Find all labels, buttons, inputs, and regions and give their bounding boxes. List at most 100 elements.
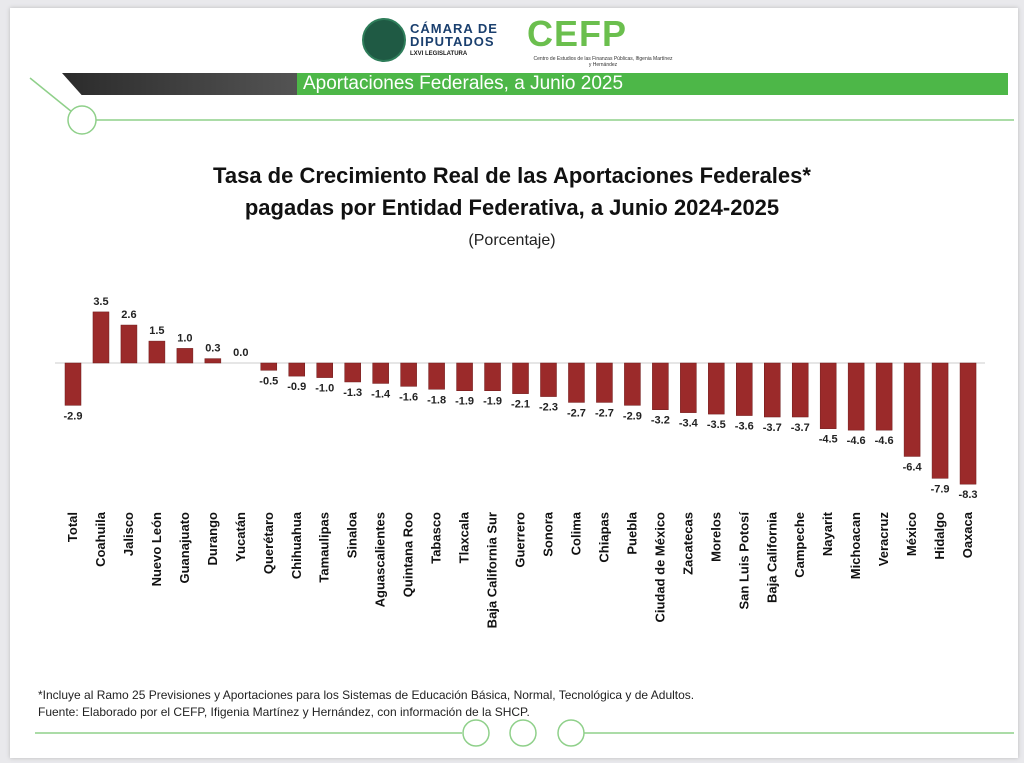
data-label: -1.8 bbox=[427, 394, 446, 406]
bar bbox=[288, 362, 306, 377]
data-label: -1.9 bbox=[455, 396, 474, 408]
bar bbox=[903, 362, 921, 457]
bar bbox=[652, 362, 669, 410]
bar bbox=[176, 348, 194, 364]
bar bbox=[764, 362, 781, 418]
category-label: Total bbox=[65, 512, 80, 542]
category-label: Coahuila bbox=[93, 511, 108, 567]
category-label: Guerrero bbox=[513, 512, 528, 568]
data-label: -4.6 bbox=[875, 435, 894, 447]
bar bbox=[428, 362, 445, 390]
decor-circle bbox=[509, 719, 537, 747]
camara-logo-text: CÁMARA DE DIPUTADOS bbox=[410, 21, 498, 49]
category-label: Tabasco bbox=[429, 512, 444, 564]
category-label: Jalisco bbox=[121, 512, 136, 556]
category-label: Morelos bbox=[708, 512, 723, 562]
data-label: -2.3 bbox=[539, 402, 558, 414]
bar bbox=[819, 362, 837, 429]
data-label: -7.9 bbox=[931, 483, 950, 495]
category-label: Chiapas bbox=[596, 512, 611, 563]
category-label: México bbox=[904, 512, 919, 556]
bar bbox=[316, 362, 333, 378]
data-label: -2.9 bbox=[64, 410, 83, 422]
bar bbox=[372, 362, 389, 384]
category-label: Tlaxcala bbox=[457, 511, 472, 563]
banner-dark-band bbox=[62, 73, 307, 95]
category-label: Sonora bbox=[540, 511, 555, 557]
bar bbox=[959, 362, 977, 485]
category-label: Ciudad de México bbox=[652, 512, 667, 623]
category-label: Baja California bbox=[764, 511, 779, 603]
bar bbox=[484, 362, 501, 391]
footnote: *Incluye al Ramo 25 Previsiones y Aporta… bbox=[38, 688, 695, 702]
data-label: -4.5 bbox=[819, 434, 838, 446]
data-label: 0.0 bbox=[233, 347, 248, 359]
data-label: -1.9 bbox=[483, 396, 502, 408]
bar bbox=[680, 362, 697, 413]
bar bbox=[400, 362, 417, 387]
bar bbox=[931, 362, 949, 479]
data-label: -2.1 bbox=[511, 399, 530, 411]
banner-green-band bbox=[297, 73, 1008, 95]
data-label: -1.3 bbox=[343, 387, 362, 399]
data-label: -6.4 bbox=[903, 461, 923, 473]
data-label: -0.9 bbox=[287, 381, 306, 393]
camara-diputados-logo: CÁMARA DE DIPUTADOS LXVI LEGISLATURA bbox=[362, 18, 520, 62]
category-label: Colima bbox=[568, 511, 583, 555]
category-label: Puebla bbox=[624, 511, 639, 554]
data-label: -8.3 bbox=[959, 489, 978, 501]
bar bbox=[64, 362, 82, 406]
category-label: Nayarit bbox=[820, 511, 835, 556]
decor-circle bbox=[462, 719, 490, 747]
bar bbox=[708, 362, 725, 415]
data-label: -1.4 bbox=[371, 388, 391, 400]
chart-title-line2: pagadas por Entidad Federativa, a Junio … bbox=[244, 195, 780, 220]
bar bbox=[120, 324, 138, 364]
data-label: 1.0 bbox=[177, 332, 192, 344]
category-label: Campeche bbox=[792, 512, 807, 578]
category-label: Quintana Roo bbox=[401, 512, 416, 597]
category-label: Michoacan bbox=[848, 512, 863, 579]
data-label: -2.9 bbox=[623, 410, 642, 422]
data-label: 1.5 bbox=[149, 325, 164, 337]
bar bbox=[92, 311, 110, 364]
data-label: 3.5 bbox=[93, 296, 108, 308]
category-label: Chihuahua bbox=[289, 511, 304, 579]
category-label: Aguascalientes bbox=[373, 512, 388, 607]
data-label: -3.7 bbox=[763, 422, 782, 434]
data-label: -4.6 bbox=[847, 435, 866, 447]
category-label: Sinaloa bbox=[345, 511, 360, 558]
data-label: -1.0 bbox=[315, 383, 334, 395]
category-label: Oaxaca bbox=[960, 511, 975, 558]
cefp-logo: CEFP bbox=[527, 13, 628, 54]
bar bbox=[204, 358, 222, 364]
bar bbox=[512, 362, 529, 394]
data-label: -2.7 bbox=[595, 407, 614, 419]
bar bbox=[540, 362, 557, 397]
data-label: -0.5 bbox=[259, 375, 278, 387]
cefp-logo-sub: Centro de Estudios de las Finanzas Públi… bbox=[533, 56, 673, 68]
category-label: Durango bbox=[205, 512, 220, 566]
category-label: Hidalgo bbox=[932, 512, 947, 560]
bar bbox=[875, 362, 893, 431]
category-label: Veracruz bbox=[876, 512, 891, 567]
data-label: -3.5 bbox=[707, 419, 726, 431]
bar bbox=[456, 362, 473, 391]
category-label: Yucatán bbox=[233, 512, 248, 562]
bar bbox=[596, 362, 613, 403]
category-label: San Luis Potosí bbox=[736, 512, 751, 610]
data-label: -2.7 bbox=[567, 407, 586, 419]
bar bbox=[624, 362, 641, 406]
seal-icon bbox=[362, 18, 406, 62]
chart-title-line1: Tasa de Crecimiento Real de las Aportaci… bbox=[213, 163, 811, 188]
notes: *Incluye al Ramo 25 Previsiones y Aporta… bbox=[38, 687, 694, 721]
source-note: Fuente: Elaborado por el CEFP, Ifigenia … bbox=[38, 705, 530, 719]
category-label: Tamaulipas bbox=[317, 512, 332, 583]
data-label: -3.7 bbox=[791, 422, 810, 434]
data-label: -3.4 bbox=[679, 418, 699, 430]
bar bbox=[260, 362, 278, 371]
banner-title: Aportaciones Federales, a Junio 2025 bbox=[303, 73, 624, 94]
camara-logo-sub: LXVI LEGISLATURA bbox=[410, 51, 468, 57]
